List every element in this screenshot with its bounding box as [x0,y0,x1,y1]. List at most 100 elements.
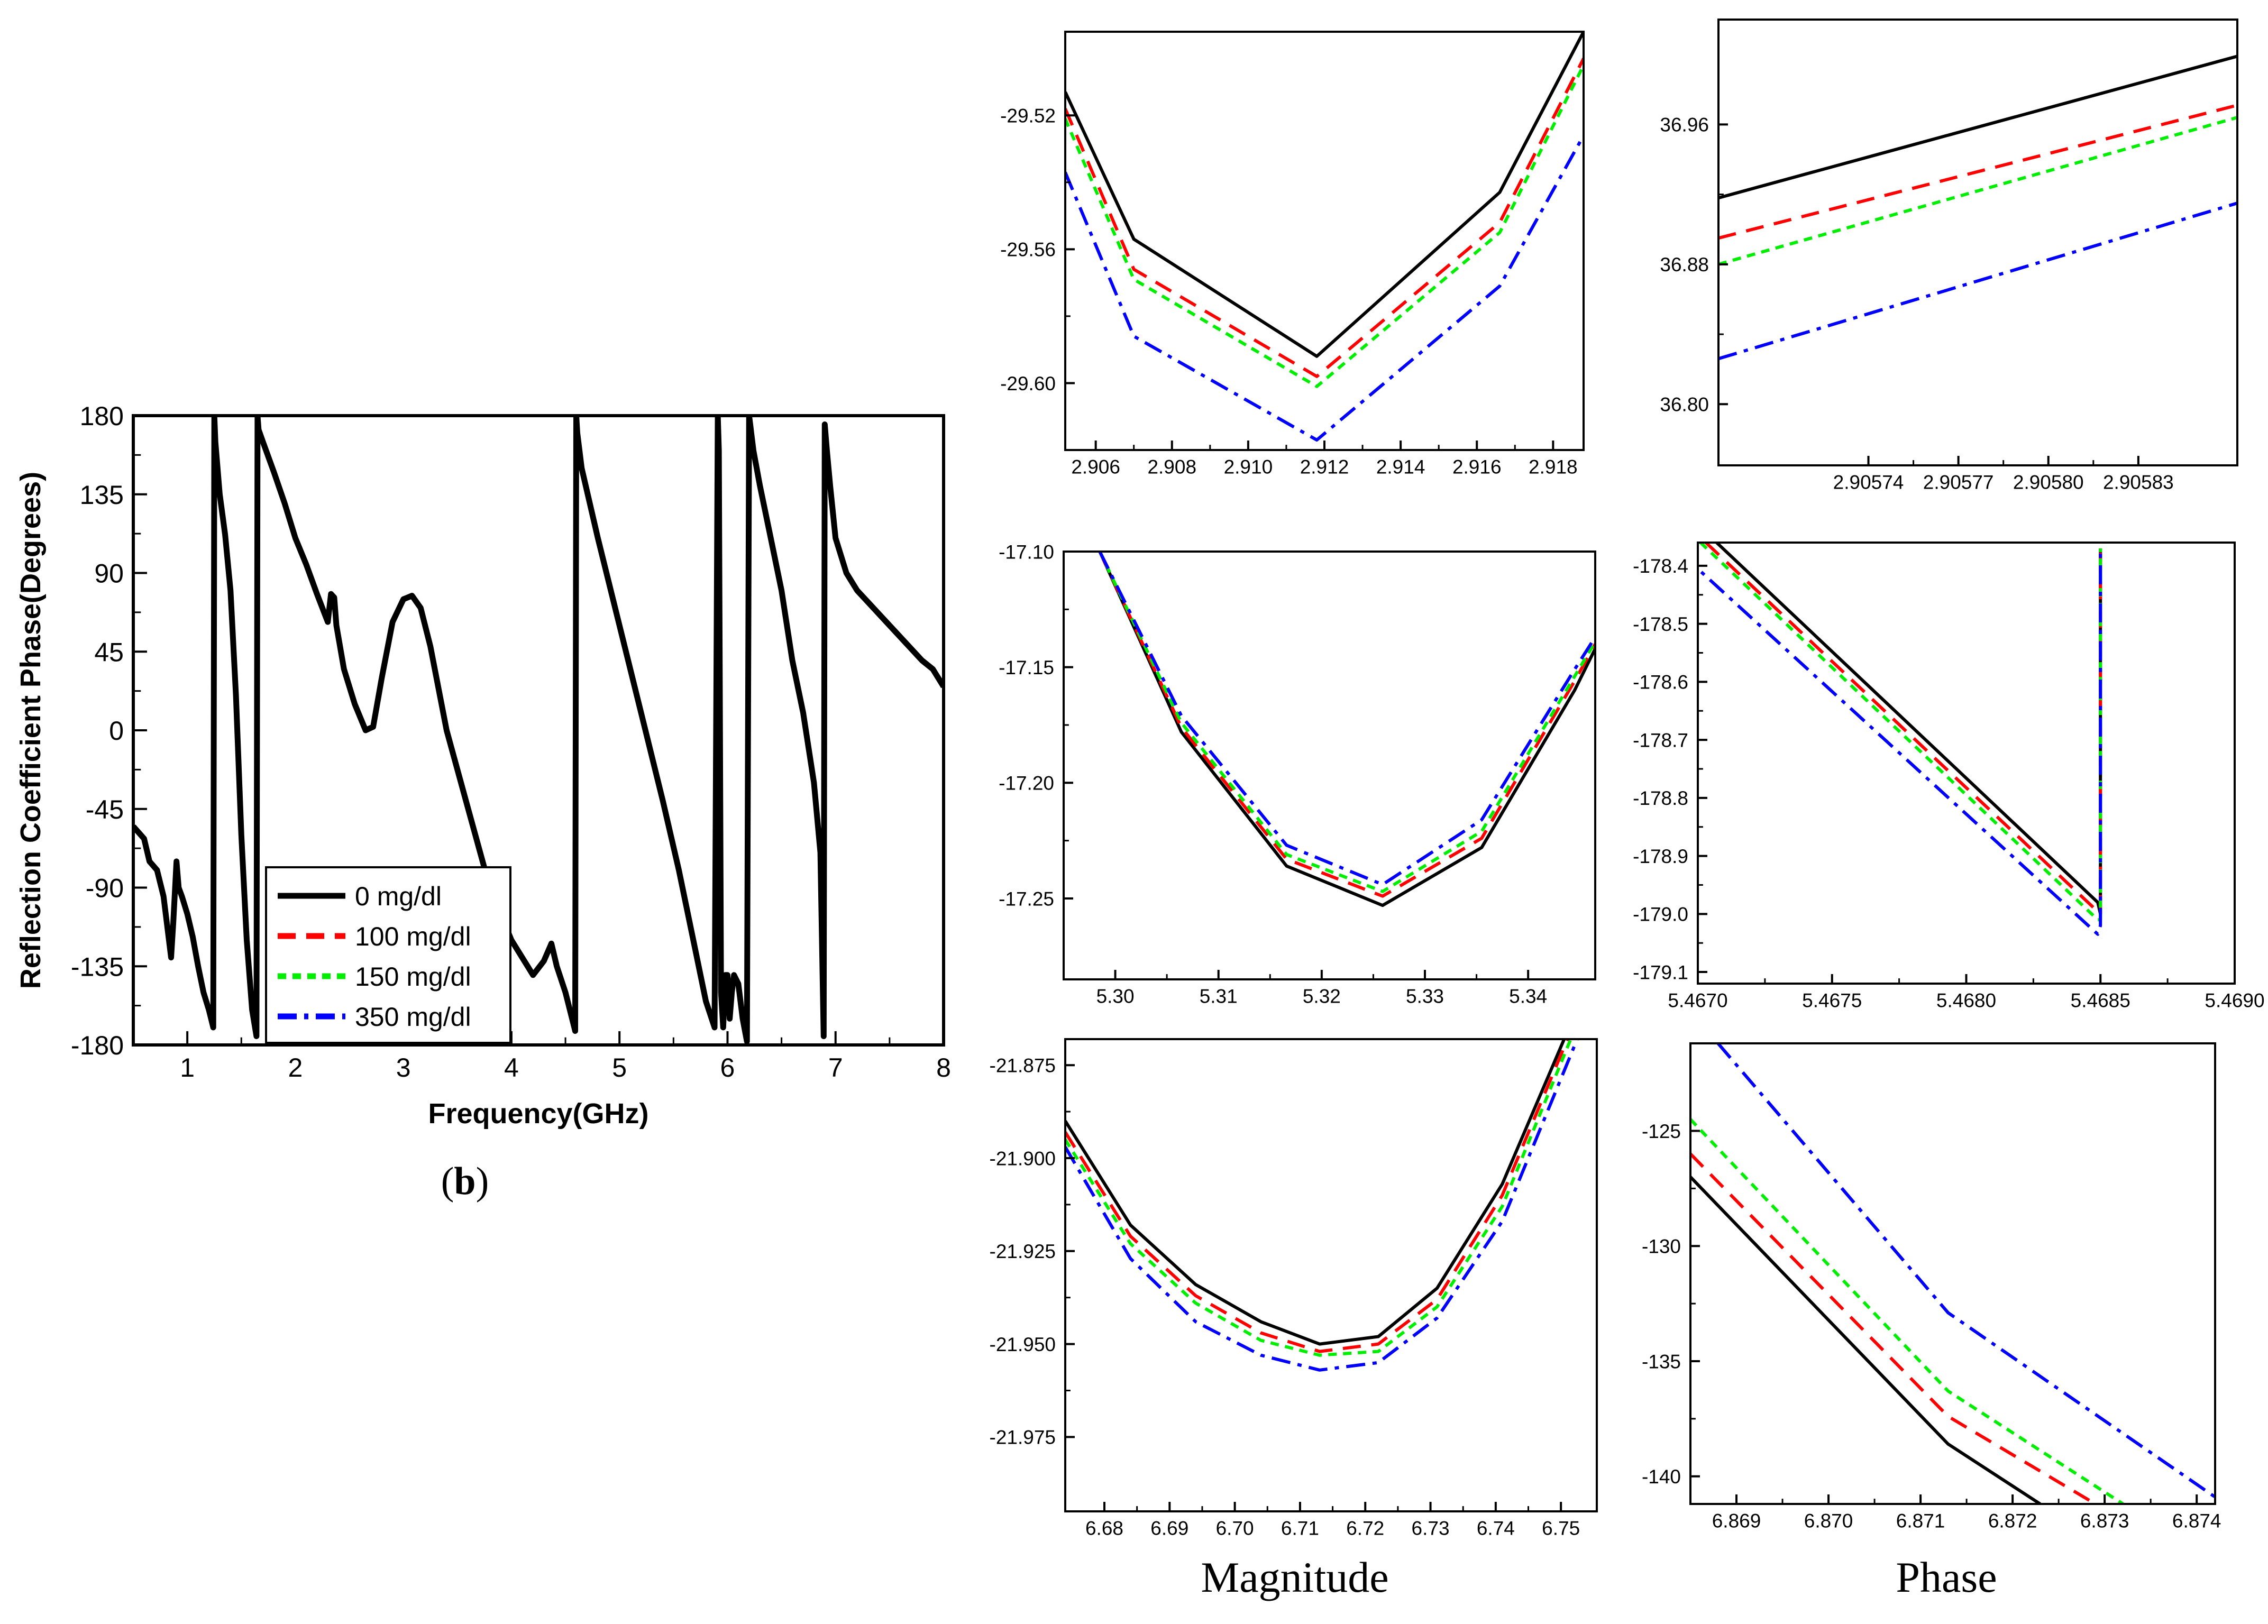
series-line-100-mg-dl [1690,1152,2097,1504]
x-tick-label: 6.871 [1896,1510,1945,1531]
x-tick-label: 6.870 [1804,1510,1853,1531]
x-tick-label: 5.30 [1096,985,1135,1007]
y-tick-label: -29.52 [1000,105,1056,127]
x-tick-label: 6.70 [1216,1517,1254,1539]
series-lines [133,416,944,1044]
y-tick-label: -178.9 [1633,846,1688,867]
y-tick-label: -180 [71,1031,124,1060]
y-tick-label: -125 [1642,1121,1681,1142]
y-tick-label: -45 [86,795,124,824]
x-tick-label: 1 [180,1053,195,1082]
x-tick-label: 2.90577 [1923,471,1994,493]
x-tick-label: 2.90574 [1833,471,1904,493]
series-line-100-mg-dl [1065,58,1584,378]
y-tick-label: -17.10 [999,541,1054,563]
y-tick-label: -130 [1642,1236,1681,1258]
series-line-150-mg-dl [1065,64,1584,388]
y-tick-label: 36.88 [1660,254,1709,276]
y-tick-label: 36.96 [1660,114,1709,136]
y-tick-label: -21.875 [990,1055,1056,1077]
series-line-100-mg-dl [1065,1039,1569,1353]
series-line-0-mg-dl [1718,54,2237,200]
x-tick-label: 7 [828,1053,843,1082]
y-tick-label: -29.60 [1000,373,1056,394]
panel-label-letter: b [454,1160,475,1203]
series-line-150-mg-dl [1098,552,1595,893]
y-tick-label: -21.925 [990,1241,1056,1262]
x-tick-label: 5.4675 [1802,989,1862,1011]
x-tick-label: 2.912 [1300,456,1349,478]
y-tick-label: -178.5 [1633,613,1688,635]
series-lines [1098,552,1595,907]
phase-caption: Phase [1896,1553,1997,1601]
series-line-0-mg-dl [133,416,944,1044]
x-tick-label: 6.71 [1281,1517,1319,1539]
y-tick-label: 180 [80,401,124,431]
plot-frame [1064,31,1585,451]
y-tick-label: -21.975 [990,1427,1056,1448]
series-line-100-mg-dl [1098,552,1595,898]
x-tick-label: 5.4680 [1936,989,1996,1011]
series-line-0-mg-dl [1690,1176,2041,1504]
series-lines [1718,54,2237,361]
panel-label-b: (b) [441,1160,489,1203]
y-tick-label: -90 [86,874,124,903]
x-tick-label: 5.4685 [2071,989,2130,1011]
series-lines [1690,1043,2215,1504]
plot-frame [1717,19,2238,466]
y-axis-title: Reflection Coefficient Phase(Degrees) [15,472,47,989]
y-tick-label: -17.25 [999,888,1054,910]
panel-label-open-paren: ( [441,1160,454,1203]
x-tick-label: 5.4670 [1668,989,1727,1011]
x-tick-label: 2.906 [1071,456,1120,478]
series-line-0-mg-dl [1065,32,1584,358]
x-tick-label: 2.910 [1224,456,1273,478]
y-tick-label: 36.80 [1660,394,1709,416]
x-tick-label: 6 [720,1053,735,1082]
series-line-0-mg-dl [1098,552,1595,907]
x-tick-label: 3 [396,1053,411,1082]
series-line-350-mg-dl [1065,134,1584,442]
series-lines [1065,32,1584,442]
x-tick-label: 2.908 [1147,456,1196,478]
x-tick-label: 5.4690 [2205,989,2264,1011]
x-tick-label: 5.31 [1200,985,1238,1007]
x-tick-label: 8 [936,1053,951,1082]
legend-label: 0 mg/dl [355,882,442,911]
series-line-100-mg-dl [1705,543,2102,916]
series-line-350-mg-dl [1718,201,2237,361]
y-tick-label: -178.7 [1633,729,1688,751]
series-line-100-mg-dl [1718,104,2237,240]
series-line-150-mg-dl [1065,1039,1572,1357]
y-tick-label: -179.0 [1633,904,1688,925]
plot-frame [1689,1042,2216,1505]
legend-label: 100 mg/dl [355,922,471,951]
y-tick-label: -17.15 [999,657,1054,678]
series-line-350-mg-dl [1065,1039,1579,1372]
series-line-350-mg-dl [1716,1043,2215,1499]
x-tick-label: 5.34 [1509,985,1547,1007]
x-tick-label: 2.90580 [2013,471,2084,493]
legend: 0 mg/dl 100 mg/dl 150 mg/dl 350 mg/dl [265,866,511,1044]
series-line-350-mg-dl [1698,548,2102,936]
y-tick-label: -179.1 [1633,961,1688,983]
x-tick-label: 5.32 [1303,985,1341,1007]
series-line-150-mg-dl [1718,116,2237,266]
x-tick-label: 2.90583 [2103,471,2174,493]
y-tick-label: 0 [109,716,124,746]
y-tick-label: 135 [80,480,124,510]
phase-inset-bottom: 6.869 6.870 6.871 6.872 6.873 6.874 -125 -130 -1… [1642,1042,2221,1531]
magnitude-caption: Magnitude [1201,1553,1388,1601]
x-tick-label: 2 [288,1053,303,1082]
x-tick-label: 5.33 [1406,985,1444,1007]
y-tick-label: -178.8 [1633,787,1688,809]
plot-frame [1064,1038,1598,1512]
y-tick-label: -17.20 [999,773,1054,794]
x-tick-label: 5 [612,1053,627,1082]
phase-inset-top: 2.90574 2.90577 2.90580 2.90583 36.96 36.88 36… [1660,19,2238,493]
x-tick-label: 6.73 [1412,1517,1450,1539]
x-tick-label: 6.869 [1712,1510,1761,1531]
magnitude-inset-bottom: 6.68 6.69 6.70 6.71 6.72 6.73 6.74 6.75 -21.875 -… [990,1038,1598,1539]
y-tick-label: -29.56 [1000,239,1056,261]
